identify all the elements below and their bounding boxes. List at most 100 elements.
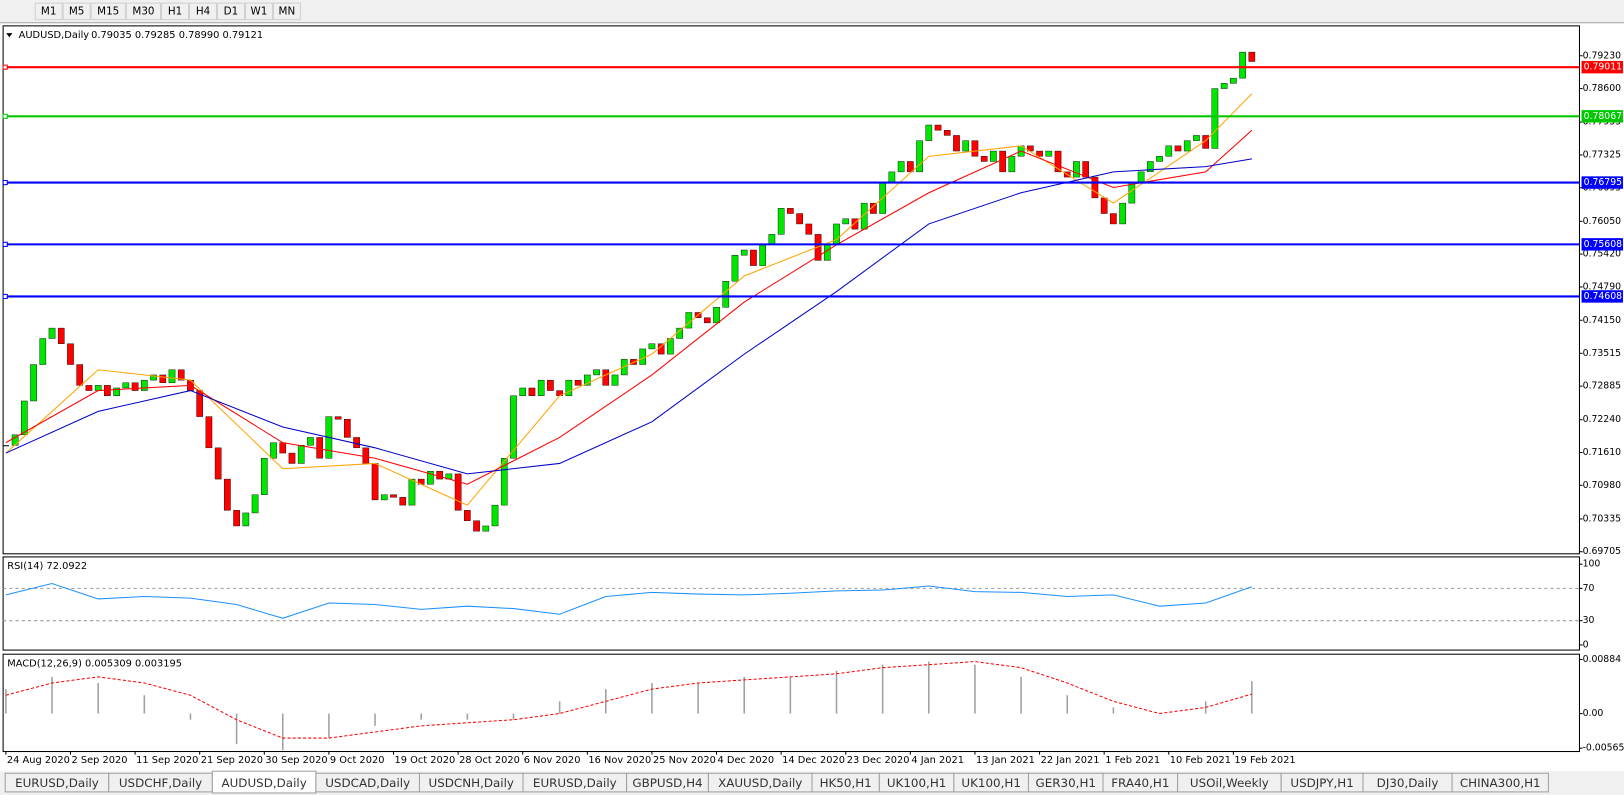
candle bbox=[584, 374, 591, 386]
level-price-box bbox=[1581, 238, 1623, 251]
candle bbox=[380, 494, 388, 501]
candle bbox=[685, 312, 693, 329]
x-tick-label: 25 Nov 2020 bbox=[653, 755, 716, 766]
moving-average bbox=[5, 93, 1253, 506]
level-handle[interactable] bbox=[2, 179, 8, 186]
timeframe-button[interactable] bbox=[34, 2, 63, 21]
y-tick-label: 0.75420 bbox=[1583, 249, 1622, 260]
timeframe-label[interactable]: W1 bbox=[251, 5, 268, 17]
timeframe-label[interactable]: M15 bbox=[97, 5, 119, 17]
timeframe-button[interactable] bbox=[125, 2, 162, 21]
candle bbox=[1045, 150, 1053, 157]
candle bbox=[537, 379, 545, 396]
candle bbox=[916, 140, 923, 173]
candle bbox=[159, 374, 167, 383]
timeframe-label[interactable]: M5 bbox=[69, 5, 85, 17]
symbol-tab-label[interactable]: FRA40,H1 bbox=[1111, 776, 1169, 790]
timeframe-button[interactable] bbox=[189, 2, 217, 21]
candle bbox=[362, 447, 370, 464]
y-tick-label: 0.77325 bbox=[1583, 149, 1622, 160]
symbol-tab-label[interactable]: XAUUSD,Daily bbox=[718, 776, 802, 790]
symbol-tab-label[interactable]: EURUSD,Daily bbox=[533, 776, 617, 790]
timeframe-label[interactable]: M30 bbox=[132, 5, 154, 17]
y-tick-label: 0.73515 bbox=[1583, 348, 1622, 359]
timeframe-button[interactable] bbox=[244, 2, 273, 21]
symbol-tab-label[interactable]: GBPUSD,H4 bbox=[632, 776, 702, 790]
y-tick-label: 30 bbox=[1583, 615, 1595, 626]
candle bbox=[316, 437, 323, 459]
candle bbox=[85, 385, 93, 391]
timeframe-label[interactable]: MN bbox=[279, 5, 296, 17]
candle bbox=[768, 234, 776, 245]
candle bbox=[925, 124, 933, 141]
candle bbox=[1230, 77, 1237, 84]
level-handle[interactable] bbox=[2, 241, 8, 247]
candle bbox=[76, 364, 84, 386]
collapse-icon bbox=[6, 33, 13, 38]
timeframe-button[interactable] bbox=[272, 2, 301, 21]
y-tick-label: 0.70335 bbox=[1583, 513, 1622, 524]
candle bbox=[399, 497, 407, 506]
level-handle[interactable] bbox=[2, 64, 8, 70]
level-handle[interactable] bbox=[2, 293, 8, 300]
candle bbox=[1110, 213, 1117, 225]
symbol-tab[interactable] bbox=[1451, 772, 1549, 793]
candle bbox=[408, 478, 416, 506]
timeframe-label[interactable]: H1 bbox=[168, 5, 182, 17]
candle bbox=[833, 223, 840, 245]
timeframe-label[interactable]: D1 bbox=[224, 5, 239, 17]
quote: 0.79035 0.79285 0.78990 0.79121 bbox=[91, 30, 263, 41]
candle bbox=[473, 520, 480, 532]
x-tick-label: 23 Dec 2020 bbox=[847, 755, 910, 766]
moving-average bbox=[5, 158, 1252, 475]
symbol-tab-label[interactable]: USDCHF,Daily bbox=[119, 776, 202, 790]
timeframe-button[interactable] bbox=[62, 2, 91, 21]
level-price-label: 0.79011 bbox=[1584, 62, 1623, 73]
candle bbox=[823, 244, 831, 261]
symbol-tab-label[interactable]: AUDUSD,Daily bbox=[221, 776, 306, 790]
candle bbox=[796, 213, 803, 225]
timeframe-label[interactable]: H4 bbox=[196, 5, 210, 17]
timeframe-button[interactable] bbox=[90, 2, 126, 21]
y-tick-label: 0.00 bbox=[1583, 708, 1604, 719]
candle bbox=[990, 150, 997, 162]
level-handle[interactable] bbox=[2, 113, 8, 119]
candle bbox=[242, 512, 250, 527]
symbol-tab-label[interactable]: USDJPY,H1 bbox=[1290, 776, 1353, 790]
symbol-tab-label[interactable]: GER30,H1 bbox=[1036, 776, 1096, 790]
candle bbox=[713, 307, 720, 324]
timeframe-button[interactable] bbox=[161, 2, 190, 21]
x-tick-label: 10 Feb 2021 bbox=[1170, 755, 1231, 766]
x-tick-label: 6 Nov 2020 bbox=[524, 755, 581, 766]
symbol-tab-label[interactable]: DJ30,Daily bbox=[1377, 776, 1439, 790]
symbol-tab-label[interactable]: USDCAD,Daily bbox=[325, 776, 410, 790]
timeframe-button[interactable] bbox=[216, 2, 245, 21]
x-tick-label: 24 Aug 2020 bbox=[7, 755, 70, 766]
candle bbox=[307, 437, 314, 446]
candle bbox=[842, 218, 850, 225]
candle bbox=[30, 364, 37, 402]
candle bbox=[897, 161, 905, 173]
x-tick-label: 2 Sep 2020 bbox=[72, 755, 128, 766]
candle bbox=[177, 369, 185, 381]
y-tick-label: 0.78600 bbox=[1583, 83, 1622, 94]
candle bbox=[1146, 161, 1154, 173]
candle bbox=[39, 338, 47, 365]
x-tick-label: 14 Dec 2020 bbox=[782, 755, 845, 766]
candle bbox=[934, 124, 942, 131]
candle bbox=[371, 463, 379, 501]
candle bbox=[574, 379, 582, 386]
candle bbox=[888, 171, 896, 183]
symbol-tab-label[interactable]: UK100,H1 bbox=[961, 776, 1021, 790]
symbol-tab-label[interactable]: HK50,H1 bbox=[820, 776, 872, 790]
symbol-tab-label[interactable]: USDCNH,Daily bbox=[429, 776, 514, 790]
timeframe-label[interactable]: M1 bbox=[41, 5, 57, 17]
y-tick-label: 0 bbox=[1583, 639, 1589, 650]
level-price-box bbox=[1581, 176, 1623, 189]
symbol-tab-label[interactable]: CHINA300,H1 bbox=[1460, 776, 1541, 790]
symbol-tab-label[interactable]: USOil,Weekly bbox=[1190, 776, 1269, 790]
candle bbox=[1174, 145, 1182, 152]
symbol-tab-label[interactable]: EURUSD,Daily bbox=[15, 776, 99, 790]
symbol-tab-label[interactable]: UK100,H1 bbox=[887, 776, 947, 790]
